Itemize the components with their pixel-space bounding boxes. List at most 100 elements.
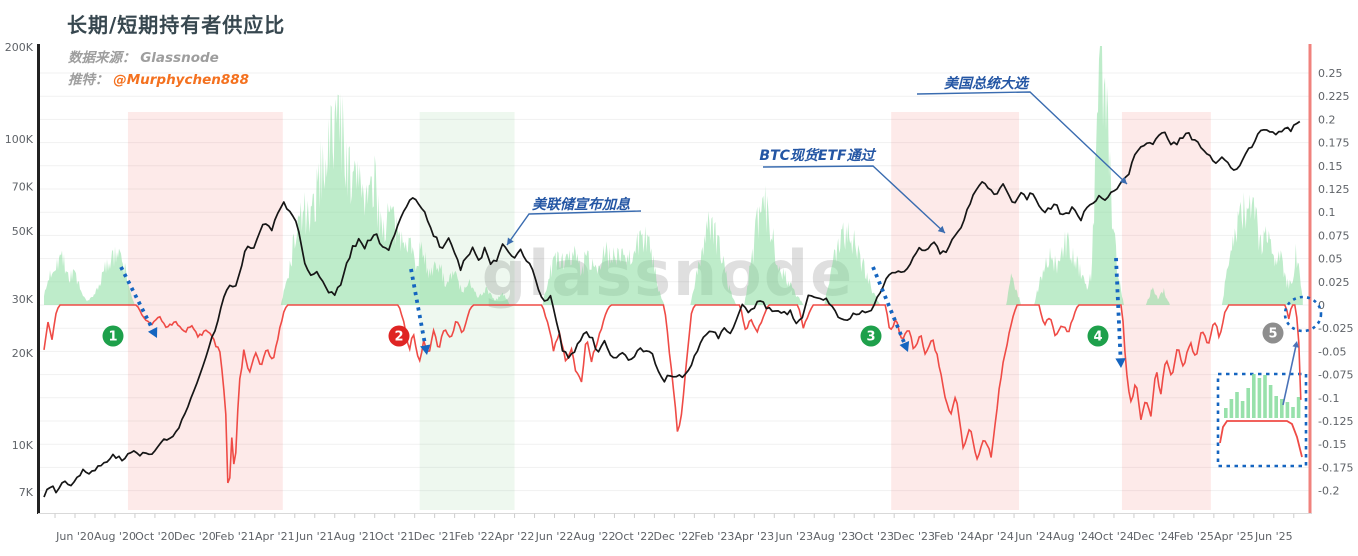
right-axis-tick-label: -0.05 xyxy=(1318,345,1346,358)
annotation-leader-line xyxy=(916,91,1128,185)
annotation-arrow-head xyxy=(1119,176,1127,184)
inset-bar xyxy=(1235,392,1239,418)
x-axis-tick-label: Jun '22 xyxy=(535,530,574,543)
x-axis-tick-label: Feb '23 xyxy=(694,530,734,543)
inset-bar xyxy=(1274,396,1278,418)
x-axis-tick-label: Aug '24 xyxy=(1053,530,1095,543)
marker-badge-5 xyxy=(1262,322,1284,344)
x-axis-tick-label: Apr '23 xyxy=(735,530,775,543)
marker-badge-number: 3 xyxy=(866,330,875,345)
marker-badge-number: 1 xyxy=(108,330,117,345)
inset-bar xyxy=(1280,399,1284,418)
twitter-label: 推特： xyxy=(68,72,109,88)
left-axis-tick-label: 20K xyxy=(12,347,34,360)
right-axis-tick-label: 0.075 xyxy=(1318,229,1350,242)
right-axis-tick-label: 0.05 xyxy=(1318,253,1343,266)
marker-badge-number: 2 xyxy=(394,330,403,345)
right-axis-tick-label: 0 xyxy=(1318,299,1325,312)
annotation-arrow-head xyxy=(937,225,945,233)
right-axis-tick-label: -0.2 xyxy=(1318,485,1339,498)
x-axis-tick-label: Jun '25 xyxy=(1254,530,1293,543)
right-axis-tick-label: 0.15 xyxy=(1318,160,1343,173)
inset-bar xyxy=(1296,397,1301,418)
left-axis-tick-label: 100K xyxy=(5,133,34,146)
x-axis-tick-label: Jun '24 xyxy=(1014,530,1053,543)
right-axis-tick-label: 0.025 xyxy=(1318,276,1350,289)
annotation-text-2: BTC现货ETF通过 xyxy=(759,147,876,164)
inset-bar xyxy=(1246,388,1250,418)
x-axis-tick-label: Oct '22 xyxy=(615,530,655,543)
left-axis-tick-label: 200K xyxy=(5,41,34,54)
source-label: 数据来源： xyxy=(68,50,136,66)
x-axis-tick-label: Jun '23 xyxy=(774,530,813,543)
right-axis-tick-label: 0.1 xyxy=(1318,206,1336,219)
dotted-arrow xyxy=(871,266,908,347)
right-axis-tick-label: -0.025 xyxy=(1318,322,1353,335)
dotted-highlight-circle xyxy=(1283,295,1323,333)
x-axis-tick-label: Feb '24 xyxy=(934,530,974,543)
inset-bar xyxy=(1257,378,1262,418)
inset-bar xyxy=(1240,401,1245,418)
x-axis-tick-label: Aug '20 xyxy=(94,530,136,543)
x-axis-tick-label: Oct '21 xyxy=(375,530,415,543)
dotted-arrow-head xyxy=(1115,358,1126,368)
chart-title: 长期/短期持有者供应比 xyxy=(67,13,286,37)
x-axis-tick-label: Feb '25 xyxy=(1174,530,1214,543)
x-axis-tick-label: Dec '23 xyxy=(893,530,935,543)
left-axis-tick-label: 10K xyxy=(12,439,34,452)
marker-badge-number: 5 xyxy=(1268,327,1277,342)
inset-bar xyxy=(1268,385,1273,418)
dotted-arrow xyxy=(1114,257,1123,362)
right-axis-tick-label: 0.125 xyxy=(1318,183,1350,196)
pink-highlight-band xyxy=(891,112,1020,510)
source-value: Glassnode xyxy=(140,50,219,66)
dotted-arrow-head xyxy=(420,344,431,355)
x-axis-tick-label: Oct '24 xyxy=(1094,530,1134,543)
annotation-text-3: 美国总统大选 xyxy=(944,75,1030,92)
x-axis-tick-label: Jun '20 xyxy=(55,530,94,543)
price-line xyxy=(43,120,1301,498)
right-axis-tick-label: 0.2 xyxy=(1318,113,1336,126)
x-axis-tick-label: Dec '21 xyxy=(414,530,456,543)
x-axis-tick-label: Aug '23 xyxy=(813,530,855,543)
pink-highlight-band xyxy=(127,112,283,510)
right-axis-tick-label: -0.15 xyxy=(1318,438,1346,451)
inset-ratio-line xyxy=(1219,420,1303,458)
inset-bar xyxy=(1229,399,1234,418)
x-axis-tick-label: Dec '22 xyxy=(653,530,695,543)
marker-badge-3 xyxy=(860,325,882,347)
dotted-arrow xyxy=(409,268,428,349)
left-axis-tick-label: 7K xyxy=(19,486,34,499)
x-axis-tick-label: Feb '21 xyxy=(215,530,255,543)
marker-badge-4 xyxy=(1087,325,1109,347)
left-axis-tick-label: 50K xyxy=(12,225,34,238)
annotation-arrow-head xyxy=(507,237,514,245)
twitter-line: 推特： @Murphychen888 xyxy=(68,68,249,88)
annotation-leader-line xyxy=(506,210,642,246)
x-axis-tick-label: Apr '21 xyxy=(255,530,295,543)
inset-bar xyxy=(1263,375,1267,418)
annotation-leader-line xyxy=(762,165,946,234)
inset-bar xyxy=(1285,402,1290,418)
right-axis-tick-label: 0.225 xyxy=(1318,90,1350,103)
dotted-arrow-head xyxy=(899,341,910,352)
x-axis-tick-label: Jun '21 xyxy=(295,530,334,543)
right-axis-tick-label: 0.175 xyxy=(1318,137,1350,150)
x-axis-tick-label: Apr '25 xyxy=(1214,530,1254,543)
marker-badge-1 xyxy=(102,325,124,347)
inset-pointer-arrow xyxy=(1282,345,1297,406)
green-highlight-band xyxy=(419,112,515,510)
inset-box xyxy=(1216,372,1308,468)
inset-pointer-arrow-head xyxy=(1292,341,1299,348)
left-axis-tick-label: 70K xyxy=(12,181,34,194)
inset-bar xyxy=(1291,407,1295,418)
right-axis-tick-label: -0.1 xyxy=(1318,392,1339,405)
twitter-handle: @Murphychen888 xyxy=(113,72,250,88)
x-axis-tick-label: Apr '24 xyxy=(974,530,1014,543)
right-axis-tick-label: -0.125 xyxy=(1318,415,1353,428)
x-axis-tick-label: Feb '22 xyxy=(455,530,495,543)
marker-badge-number: 4 xyxy=(1093,330,1102,345)
right-axis-tick-label: -0.075 xyxy=(1318,369,1353,382)
inset-bar xyxy=(1252,374,1256,418)
